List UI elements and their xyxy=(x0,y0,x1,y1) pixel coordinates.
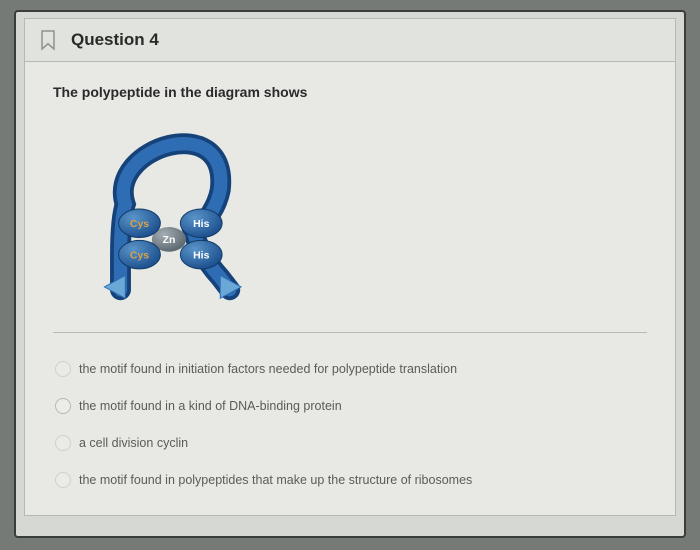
question-prompt: The polypeptide in the diagram shows xyxy=(53,84,647,100)
question-body: The polypeptide in the diagram shows xyxy=(25,62,675,515)
radio-icon xyxy=(55,472,71,488)
his-label-1: His xyxy=(193,219,209,230)
his-label-2: His xyxy=(193,250,209,261)
question-number-label: Question 4 xyxy=(71,30,159,50)
question-header: Question 4 xyxy=(25,19,675,62)
answer-option[interactable]: the motif found in initiation factors ne… xyxy=(53,351,647,388)
answer-label: a cell division cyclin xyxy=(79,435,188,452)
quiz-screen: Question 4 The polypeptide in the diagra… xyxy=(14,10,686,538)
answer-label: the motif found in initiation factors ne… xyxy=(79,361,457,378)
zn-label: Zn xyxy=(163,235,176,246)
answer-label: the motif found in a kind of DNA-binding… xyxy=(79,398,342,415)
radio-icon xyxy=(55,398,71,414)
answer-list: the motif found in initiation factors ne… xyxy=(53,332,647,499)
answer-option[interactable]: a cell division cyclin xyxy=(53,425,647,462)
bookmark-icon[interactable] xyxy=(39,29,57,51)
answer-option[interactable]: the motif found in polypeptides that mak… xyxy=(53,462,647,499)
answer-option[interactable]: the motif found in a kind of DNA-binding… xyxy=(53,388,647,425)
answer-label: the motif found in polypeptides that mak… xyxy=(79,472,472,489)
cys-label-1: Cys xyxy=(130,219,149,230)
radio-icon xyxy=(55,361,71,377)
zinc-finger-diagram: Zn Cys Cys His His xyxy=(83,114,253,304)
cys-label-2: Cys xyxy=(130,250,149,261)
question-card: Question 4 The polypeptide in the diagra… xyxy=(24,18,676,516)
radio-icon xyxy=(55,435,71,451)
